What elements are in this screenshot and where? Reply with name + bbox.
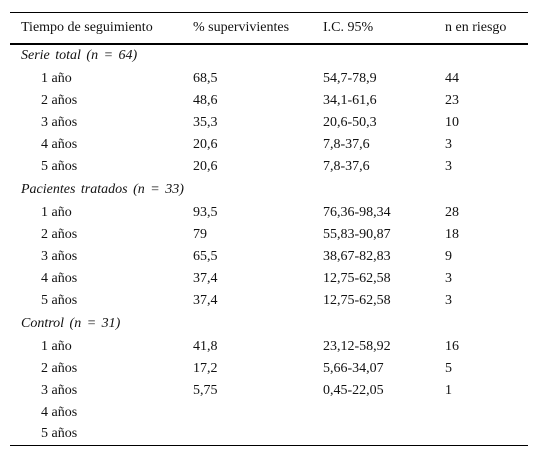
header-cell: n en riesgo <box>445 19 507 35</box>
cell <box>193 424 323 446</box>
cell: 28 <box>445 204 459 220</box>
data-row: 2 años 48,6 34,1-61,6 23 <box>10 90 528 112</box>
row-label: 1 año <box>41 204 72 220</box>
row-label: 3 años <box>41 114 78 130</box>
cell: 7,8-37,6 <box>323 136 370 152</box>
row-label: 5 años <box>41 426 78 442</box>
cell: 3 <box>445 292 452 308</box>
data-row: 5 años 20,6 7,8-37,6 3 <box>10 156 528 178</box>
data-row: 3 años 35,3 20,6-50,3 10 <box>10 112 528 134</box>
cell: 12,75-62,58 <box>323 270 391 286</box>
header-cell: % supervivientes <box>193 19 290 35</box>
cell: 54,7-78,9 <box>323 70 377 86</box>
cell: 38,67-82,83 <box>323 248 391 264</box>
cell: 3 <box>445 136 452 152</box>
cell: 12,75-62,58 <box>323 292 391 308</box>
data-row: 3 años 5,75 0,45-22,05 1 <box>10 380 528 402</box>
row-label: 2 años <box>41 360 78 376</box>
data-row: 2 años 79 55,83-90,87 18 <box>10 224 528 246</box>
data-row: 5 años <box>10 424 528 446</box>
row-label: 5 años <box>41 292 78 308</box>
data-row: 4 años 37,4 12,75-62,58 3 <box>10 268 528 290</box>
header-row: Tiempo de seguimiento % supervivientes I… <box>10 12 528 44</box>
header-cell: Tiempo de seguimiento <box>21 19 153 35</box>
cell: 16 <box>445 338 459 354</box>
cell: 9 <box>445 248 452 264</box>
cell: 23,12-58,92 <box>323 338 391 354</box>
group-row: Pacientes tratados (n = 33) <box>10 178 528 202</box>
table-wrap: Tiempo de seguimiento % supervivientes I… <box>10 12 528 446</box>
data-row: 1 año 68,5 54,7-78,9 44 <box>10 68 528 90</box>
cell: 5,75 <box>193 382 218 398</box>
data-row: 2 años 17,2 5,66-34,07 5 <box>10 358 528 380</box>
cell: 5 <box>445 360 452 376</box>
group-label: Control (n = 31) <box>21 315 121 331</box>
cell: 37,4 <box>193 292 218 308</box>
cell: 3 <box>445 158 452 174</box>
cell: 10 <box>445 114 459 130</box>
header-cell: I.C. 95% <box>323 19 374 35</box>
row-label: 4 años <box>41 136 78 152</box>
cell: 3 <box>445 270 452 286</box>
cell: 0,45-22,05 <box>323 382 384 398</box>
data-row: 1 año 41,8 23,12-58,92 16 <box>10 336 528 358</box>
group-label: Serie total (n = 64) <box>21 48 138 63</box>
data-row: 1 año 93,5 76,36-98,34 28 <box>10 202 528 224</box>
row-label: 3 años <box>41 382 78 398</box>
cell: 55,83-90,87 <box>323 226 391 242</box>
group-row: Serie total (n = 64) <box>10 44 528 68</box>
cell <box>323 424 445 446</box>
row-label: 4 años <box>41 270 78 286</box>
data-row: 4 años <box>10 402 528 424</box>
data-row: 3 años 65,5 38,67-82,83 9 <box>10 246 528 268</box>
cell: 93,5 <box>193 204 218 220</box>
cell: 68,5 <box>193 70 218 86</box>
cell: 5,66-34,07 <box>323 360 384 376</box>
cell: 20,6-50,3 <box>323 114 377 130</box>
row-label: 1 año <box>41 70 72 86</box>
row-label: 3 años <box>41 248 78 264</box>
cell: 44 <box>445 70 459 86</box>
cell <box>193 402 323 424</box>
cell <box>445 402 528 424</box>
cell: 17,2 <box>193 360 218 376</box>
cell: 7,8-37,6 <box>323 158 370 174</box>
data-row: 5 años 37,4 12,75-62,58 3 <box>10 290 528 312</box>
cell: 35,3 <box>193 114 218 130</box>
row-label: 5 años <box>41 158 78 174</box>
cell: 34,1-61,6 <box>323 92 377 108</box>
cell <box>323 402 445 424</box>
table-header: Tiempo de seguimiento % supervivientes I… <box>10 12 528 44</box>
row-label: 2 años <box>41 226 78 242</box>
cell <box>445 424 528 446</box>
cell: 65,5 <box>193 248 218 264</box>
cell: 48,6 <box>193 92 218 108</box>
cell: 23 <box>445 92 459 108</box>
cell: 18 <box>445 226 459 242</box>
cell: 76,36-98,34 <box>323 204 391 220</box>
table: Tiempo de seguimiento % supervivientes I… <box>10 12 528 446</box>
cell: 41,8 <box>193 338 218 354</box>
table-body: Serie total (n = 64) 1 año 68,5 54,7-78,9 44… <box>10 44 528 446</box>
cell: 79 <box>193 226 207 242</box>
data-row: 4 años 20,6 7,8-37,6 3 <box>10 134 528 156</box>
row-label: 4 años <box>41 404 78 420</box>
row-label: 2 años <box>41 92 78 108</box>
cell: 37,4 <box>193 270 218 286</box>
cell: 20,6 <box>193 136 218 152</box>
cell: 20,6 <box>193 158 218 174</box>
row-label: 1 año <box>41 338 72 354</box>
group-row: Control (n = 31) <box>10 312 528 336</box>
group-label: Pacientes tratados (n = 33) <box>21 181 184 197</box>
cell: 1 <box>445 382 452 398</box>
